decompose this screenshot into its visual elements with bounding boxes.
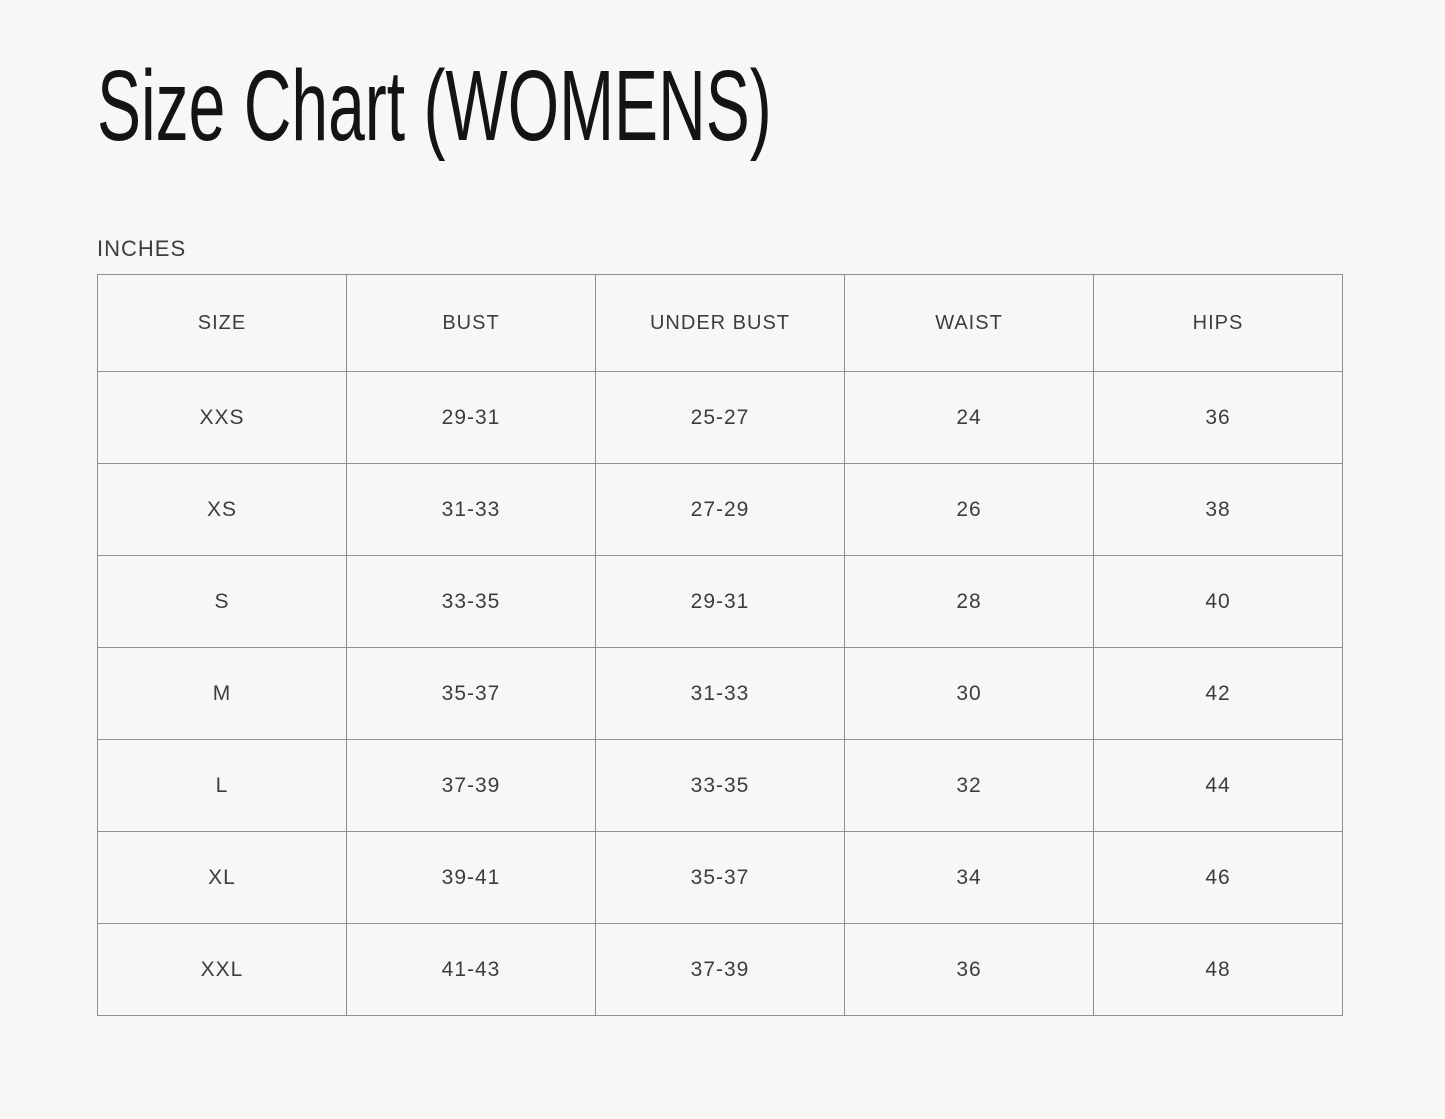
column-header-under-bust: UNDER BUST: [595, 274, 845, 372]
cell-size: XXS: [97, 371, 347, 464]
cell-under-bust: 27-29: [595, 463, 845, 556]
table-header: SIZE BUST UNDER BUST WAIST HIPS: [97, 274, 1343, 372]
cell-waist: 36: [844, 923, 1094, 1016]
table-row-xxs: XXS 29-31 25-27 24 36: [97, 371, 1343, 464]
table-row-xs: XS 31-33 27-29 26 38: [97, 463, 1343, 556]
cell-hips: 46: [1093, 831, 1343, 924]
table-row-xxl: XXL 41-43 37-39 36 48: [97, 923, 1343, 1016]
cell-waist: 24: [844, 371, 1094, 464]
cell-under-bust: 31-33: [595, 647, 845, 740]
size-chart-table: SIZE BUST UNDER BUST WAIST HIPS XXS 29-3…: [97, 274, 1343, 1016]
column-header-waist: WAIST: [844, 274, 1094, 372]
cell-waist: 34: [844, 831, 1094, 924]
cell-size: M: [97, 647, 347, 740]
cell-size: L: [97, 739, 347, 832]
cell-under-bust: 37-39: [595, 923, 845, 1016]
cell-hips: 44: [1093, 739, 1343, 832]
cell-size: XL: [97, 831, 347, 924]
cell-size: XXL: [97, 923, 347, 1016]
page-title: Size Chart (WOMENS): [97, 50, 772, 162]
cell-bust: 33-35: [346, 555, 596, 648]
cell-bust: 39-41: [346, 831, 596, 924]
header-row: SIZE BUST UNDER BUST WAIST HIPS: [97, 274, 1343, 372]
table-row-s: S 33-35 29-31 28 40: [97, 555, 1343, 648]
table-body: XXS 29-31 25-27 24 36 XS 31-33 27-29 26 …: [97, 371, 1343, 1016]
cell-hips: 40: [1093, 555, 1343, 648]
cell-hips: 42: [1093, 647, 1343, 740]
cell-hips: 48: [1093, 923, 1343, 1016]
cell-bust: 37-39: [346, 739, 596, 832]
cell-waist: 26: [844, 463, 1094, 556]
cell-bust: 31-33: [346, 463, 596, 556]
cell-under-bust: 25-27: [595, 371, 845, 464]
cell-bust: 41-43: [346, 923, 596, 1016]
table-row-m: M 35-37 31-33 30 42: [97, 647, 1343, 740]
cell-bust: 35-37: [346, 647, 596, 740]
cell-size: XS: [97, 463, 347, 556]
cell-under-bust: 29-31: [595, 555, 845, 648]
cell-hips: 38: [1093, 463, 1343, 556]
size-chart-page: Size Chart (WOMENS) INCHES SIZE BUST UND…: [0, 56, 1445, 1016]
cell-waist: 30: [844, 647, 1094, 740]
cell-under-bust: 35-37: [595, 831, 845, 924]
column-header-size: SIZE: [97, 274, 347, 372]
cell-under-bust: 33-35: [595, 739, 845, 832]
column-header-hips: HIPS: [1093, 274, 1343, 372]
cell-size: S: [97, 555, 347, 648]
cell-waist: 32: [844, 739, 1094, 832]
cell-bust: 29-31: [346, 371, 596, 464]
cell-hips: 36: [1093, 371, 1343, 464]
unit-label: INCHES: [97, 236, 187, 261]
table-row-xl: XL 39-41 35-37 34 46: [97, 831, 1343, 924]
column-header-bust: BUST: [346, 274, 596, 372]
cell-waist: 28: [844, 555, 1094, 648]
table-row-l: L 37-39 33-35 32 44: [97, 739, 1343, 832]
